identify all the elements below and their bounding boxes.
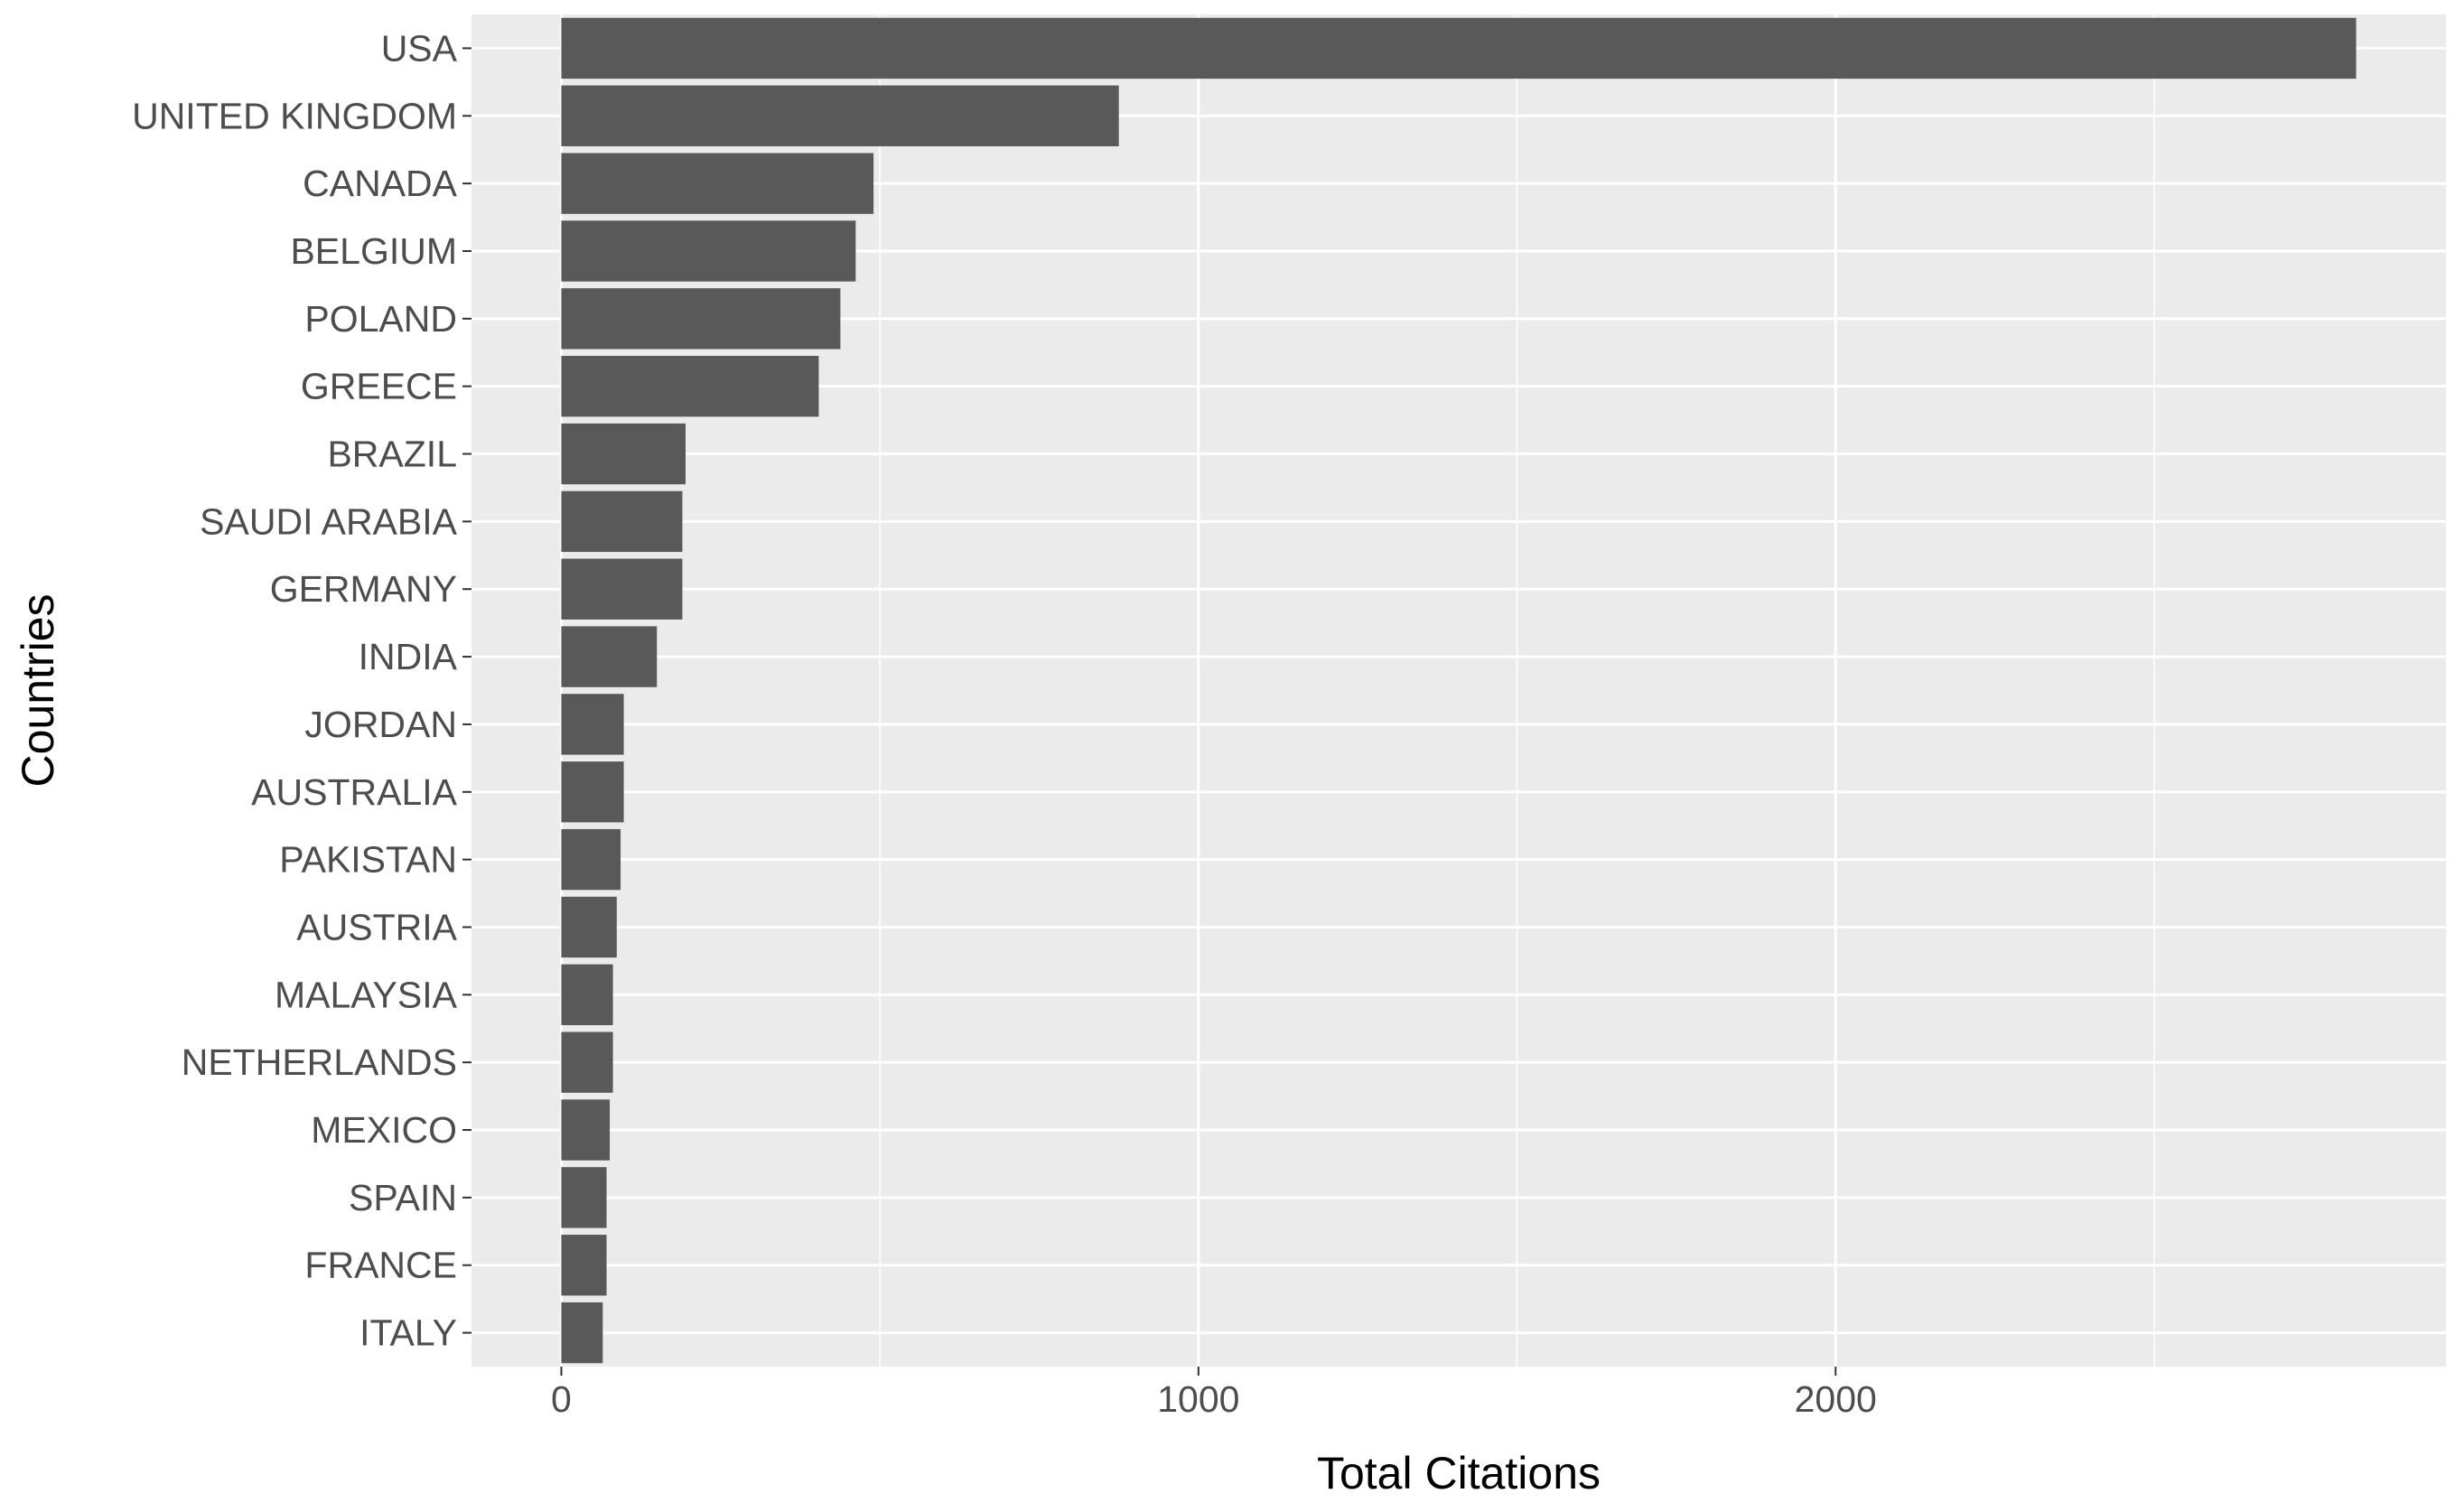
y-tick-label: BELGIUM bbox=[290, 230, 457, 272]
y-tick-label: SPAIN bbox=[349, 1177, 457, 1218]
panel-background bbox=[471, 14, 2446, 1367]
y-tick-label: AUSTRIA bbox=[296, 906, 457, 947]
y-tick-label: AUSTRALIA bbox=[251, 771, 457, 813]
x-axis: 0 1000 2000 bbox=[551, 1367, 1877, 1420]
bar bbox=[561, 694, 624, 755]
bar bbox=[561, 964, 613, 1026]
y-tick-label: UNITED KINGDOM bbox=[132, 95, 457, 136]
bar bbox=[561, 220, 856, 282]
y-tick-label: SAUDI ARABIA bbox=[200, 500, 457, 542]
y-tick-label: JORDAN bbox=[304, 704, 457, 745]
y-tick-label: CANADA bbox=[303, 163, 458, 204]
y-tick-label: ITALY bbox=[359, 1312, 457, 1354]
bar bbox=[561, 490, 683, 553]
bars bbox=[561, 17, 2357, 1364]
y-tick-label: USA bbox=[381, 27, 458, 69]
bar bbox=[561, 17, 2357, 79]
y-tick-label: POLAND bbox=[304, 298, 457, 340]
bar bbox=[561, 288, 841, 350]
y-tick-label: NETHERLANDS bbox=[182, 1041, 457, 1083]
y-tick-label: INDIA bbox=[359, 636, 458, 677]
bar bbox=[561, 1167, 607, 1228]
y-tick-label: GREECE bbox=[301, 366, 457, 407]
bar bbox=[561, 626, 658, 687]
x-tick-label: 0 bbox=[551, 1378, 572, 1420]
x-tick-label: 2000 bbox=[1795, 1378, 1877, 1420]
y-tick-label: MALAYSIA bbox=[275, 974, 458, 1015]
bar bbox=[561, 355, 819, 417]
bar bbox=[561, 1235, 607, 1296]
y-tick-label: GERMANY bbox=[270, 568, 457, 610]
bar bbox=[561, 896, 617, 958]
x-axis-title: Total Citations bbox=[1317, 1448, 1601, 1498]
bar bbox=[561, 85, 1119, 146]
bar bbox=[561, 761, 624, 823]
y-tick-label: MEXICO bbox=[311, 1109, 457, 1151]
bar bbox=[561, 1031, 613, 1093]
y-tick-label: FRANCE bbox=[304, 1245, 457, 1286]
bar bbox=[561, 423, 686, 485]
y-tick-label: BRAZIL bbox=[327, 434, 457, 475]
y-tick-label: PAKISTAN bbox=[279, 839, 457, 881]
bar bbox=[561, 1302, 603, 1364]
x-tick-label: 1000 bbox=[1157, 1378, 1239, 1420]
bar bbox=[561, 558, 683, 620]
y-axis: USA UNITED KINGDOM CANADA BELGIUM POLAND GREE… bbox=[132, 27, 471, 1354]
bar bbox=[561, 1099, 611, 1161]
bar bbox=[561, 828, 621, 891]
bar bbox=[561, 153, 874, 214]
y-axis-title: Countries bbox=[13, 594, 63, 788]
